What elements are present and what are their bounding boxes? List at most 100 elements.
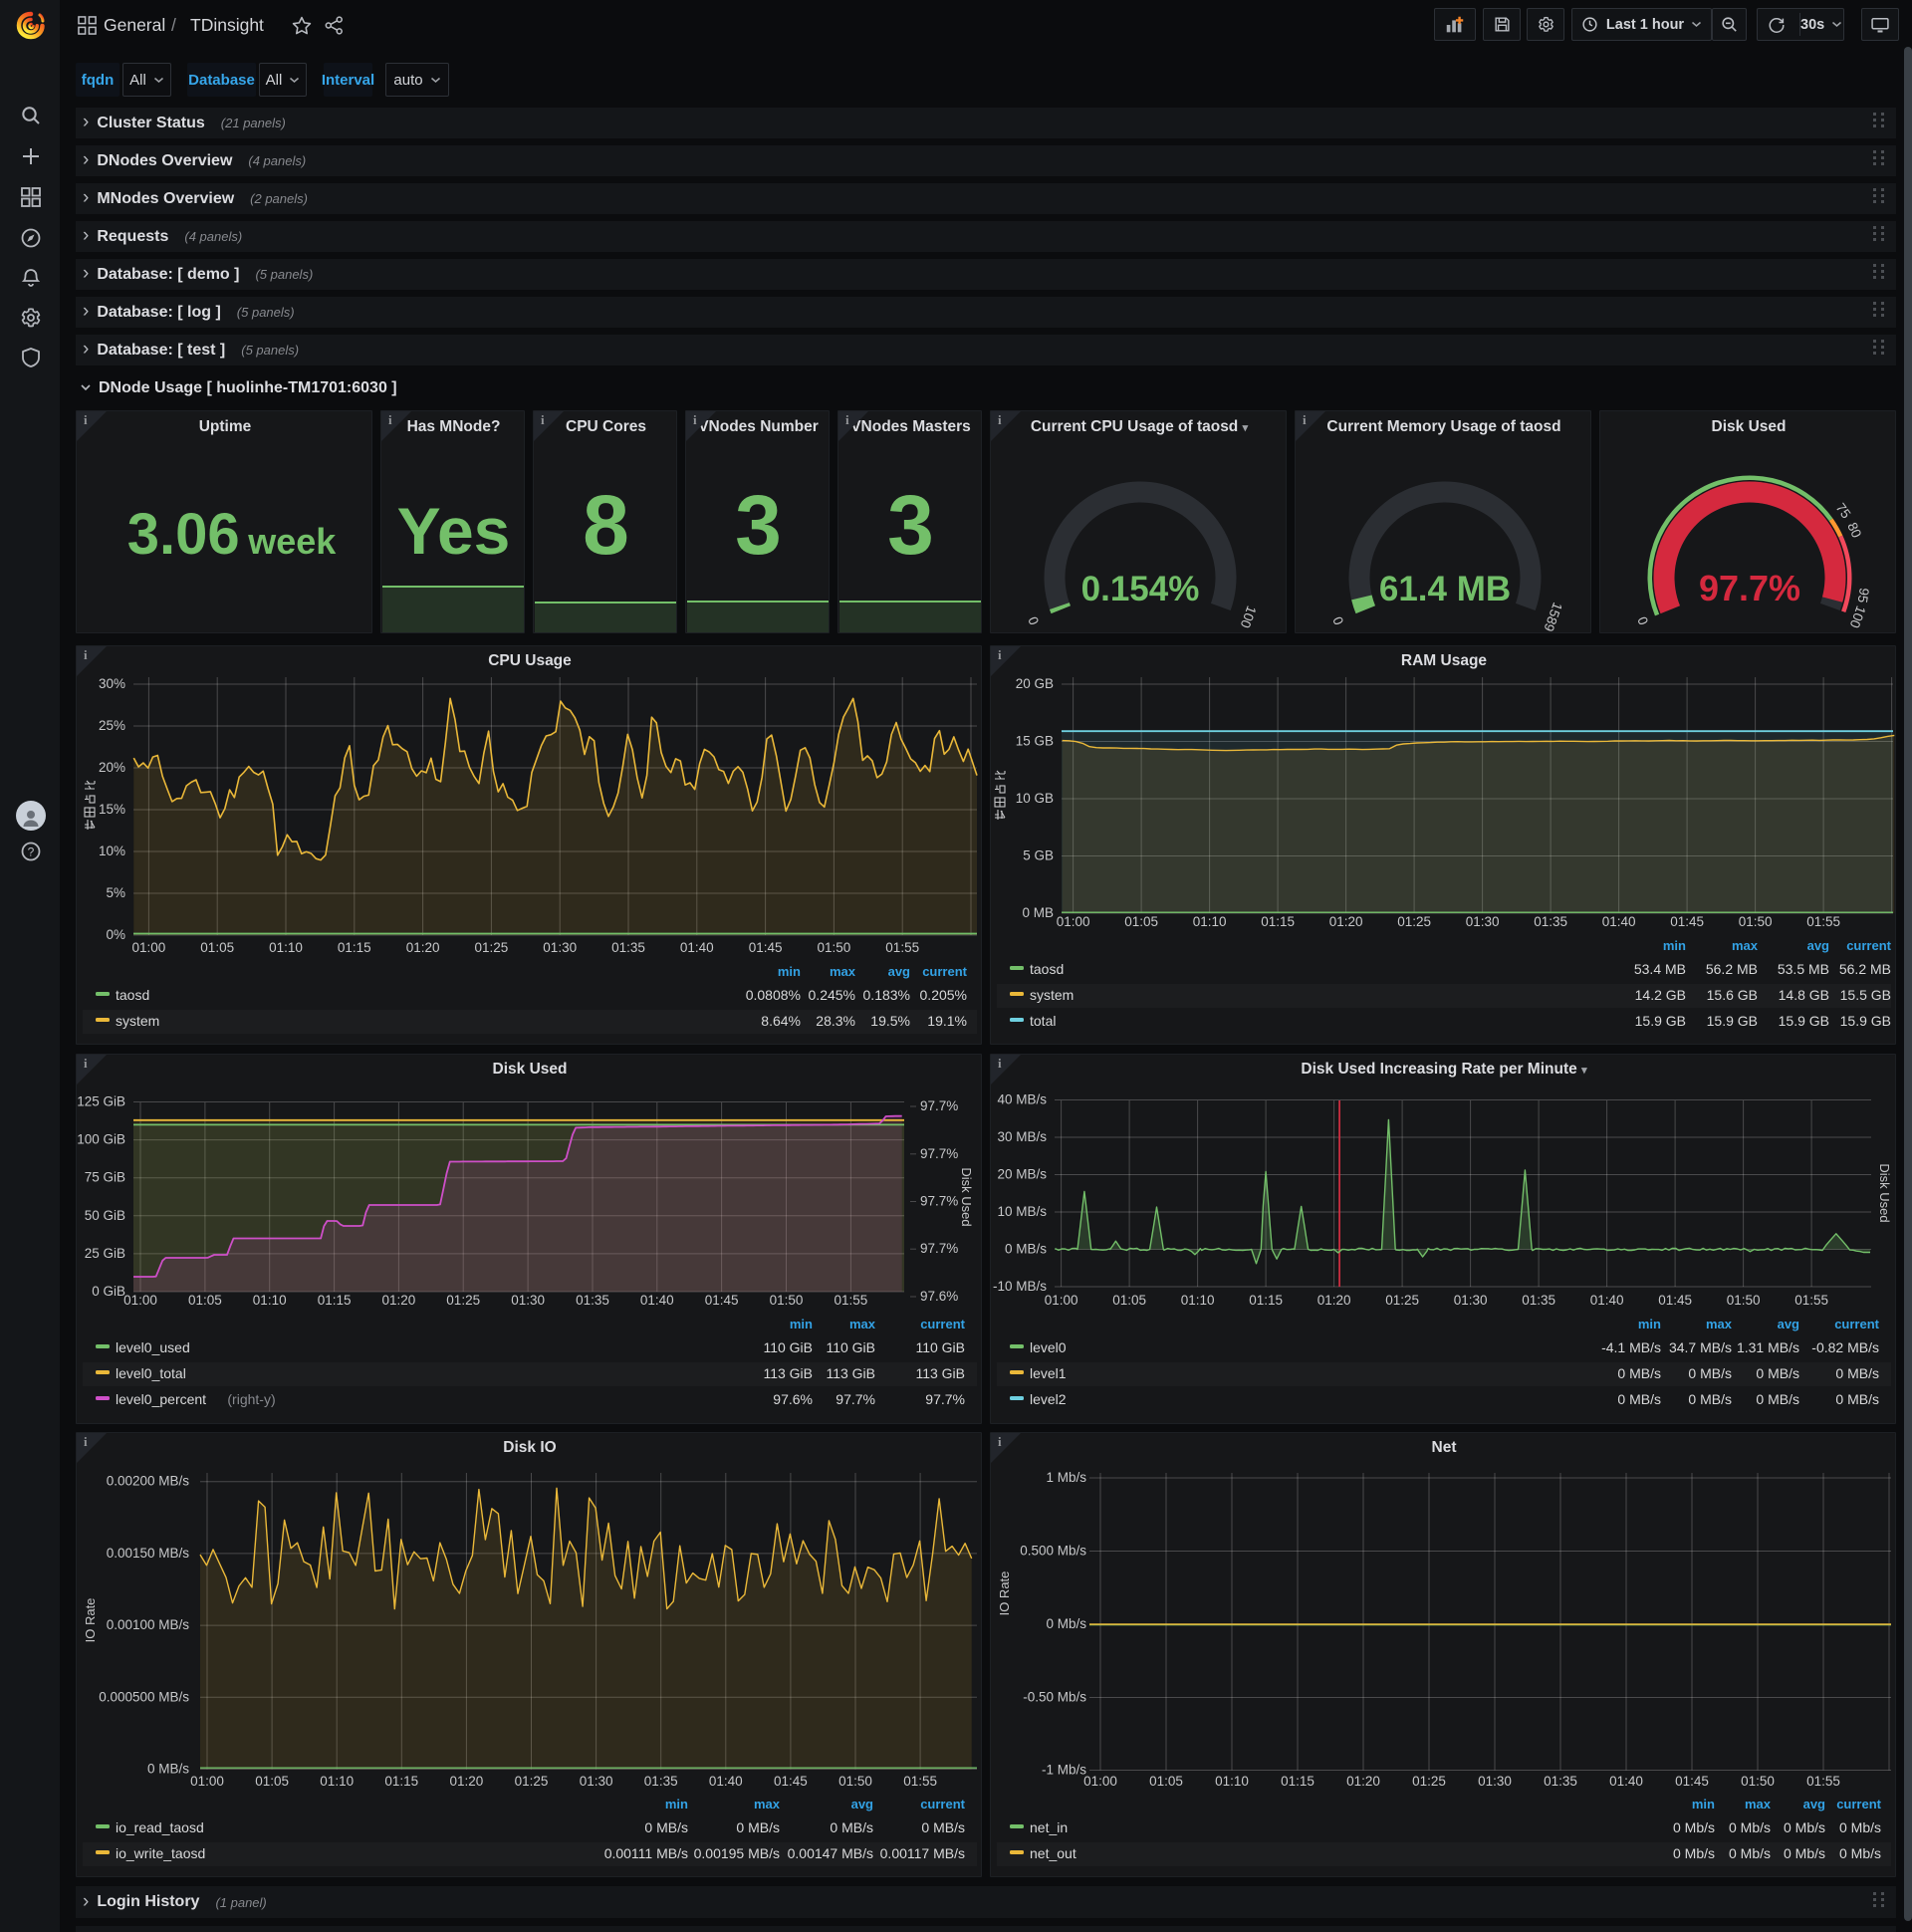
svg-text:0.00200 MB/s: 0.00200 MB/s [107, 1474, 190, 1489]
svg-text:50 GiB: 50 GiB [85, 1208, 125, 1223]
svg-text:io_read_taosd: io_read_taosd [116, 1819, 204, 1835]
svg-text:VNodes Masters: VNodes Masters [850, 418, 971, 435]
svg-text:97.7%: 97.7% [920, 1146, 958, 1161]
svg-text:-10 MB/s: -10 MB/s [993, 1279, 1047, 1294]
svg-text:19.5%: 19.5% [870, 1013, 910, 1029]
svg-text:01:20: 01:20 [1329, 914, 1363, 929]
svg-text:taosd: taosd [116, 987, 149, 1003]
svg-text:53.5 MB: 53.5 MB [1778, 961, 1829, 977]
svg-text:97.6%: 97.6% [773, 1391, 813, 1407]
svg-text:15.6 GB: 15.6 GB [1707, 987, 1758, 1003]
svg-text:0.00111 MB/s: 0.00111 MB/s [604, 1845, 688, 1861]
svg-text:01:45: 01:45 [1658, 1293, 1692, 1308]
svg-text:CPU Usage: CPU Usage [488, 652, 572, 669]
svg-text:3: 3 [735, 478, 782, 572]
svg-text:VNodes Number: VNodes Number [698, 418, 819, 435]
svg-text:01:50: 01:50 [1741, 1774, 1775, 1789]
svg-text:01:10: 01:10 [1215, 1774, 1249, 1789]
svg-text:0 MB/s: 0 MB/s [1617, 1391, 1661, 1407]
svg-text:min: min [1638, 1317, 1661, 1331]
svg-text:01:45: 01:45 [749, 940, 783, 955]
svg-text:01:35: 01:35 [1544, 1774, 1577, 1789]
svg-text:0 MB/s: 0 MB/s [1617, 1365, 1661, 1381]
svg-text:system: system [116, 1013, 159, 1029]
svg-text:100: 100 [1238, 604, 1260, 629]
svg-text:01:15: 01:15 [1281, 1774, 1314, 1789]
svg-text:3.06: 3.06 [127, 502, 240, 567]
svg-text:level0: level0 [1030, 1339, 1067, 1355]
svg-text:min: min [778, 964, 801, 979]
svg-text:avg: avg [1807, 938, 1829, 953]
svg-text:01:25: 01:25 [475, 940, 509, 955]
svg-text:15.9 GB: 15.9 GB [1707, 1013, 1758, 1029]
svg-text:01:25: 01:25 [1385, 1293, 1419, 1308]
svg-text:net_in: net_in [1030, 1819, 1068, 1835]
svg-text:0 MB/s: 0 MB/s [921, 1819, 965, 1835]
svg-text:01:40: 01:40 [1609, 1774, 1643, 1789]
svg-text:01:10: 01:10 [253, 1293, 287, 1308]
svg-text:-0.82 MB/s: -0.82 MB/s [1811, 1339, 1879, 1355]
svg-text:level0_total: level0_total [116, 1365, 186, 1381]
svg-text:01:00: 01:00 [123, 1293, 157, 1308]
svg-text:01:20: 01:20 [1317, 1293, 1351, 1308]
svg-text:0: 0 [1330, 614, 1347, 627]
svg-text:min: min [1692, 1797, 1715, 1811]
svg-text:01:05: 01:05 [188, 1293, 222, 1308]
svg-text:-4.1 MB/s: -4.1 MB/s [1601, 1339, 1661, 1355]
svg-text:10%: 10% [99, 844, 125, 858]
svg-text:75 GiB: 75 GiB [85, 1170, 125, 1185]
svg-text:current: current [920, 1797, 965, 1811]
svg-text:max: max [849, 1317, 876, 1331]
svg-text:01:20: 01:20 [450, 1774, 484, 1789]
svg-text:0 Mb/s: 0 Mb/s [1673, 1819, 1715, 1835]
svg-text:01:15: 01:15 [318, 1293, 352, 1308]
svg-text:15.9 GB: 15.9 GB [1779, 1013, 1829, 1029]
svg-text:15.5 GB: 15.5 GB [1840, 987, 1891, 1003]
svg-text:0 MB/s: 0 MB/s [1005, 1242, 1047, 1257]
svg-text:28.3%: 28.3% [816, 1013, 855, 1029]
svg-text:01:55: 01:55 [835, 1293, 868, 1308]
svg-text:Current Memory Usage of taosd: Current Memory Usage of taosd [1326, 418, 1560, 435]
svg-text:01:50: 01:50 [838, 1774, 872, 1789]
svg-text:01:30: 01:30 [543, 940, 577, 955]
svg-text:97.7%: 97.7% [836, 1391, 875, 1407]
svg-text:week: week [247, 521, 337, 562]
svg-text:Yes: Yes [397, 494, 511, 568]
svg-text:CPU Cores: CPU Cores [566, 418, 646, 435]
svg-text:95: 95 [1855, 587, 1872, 604]
svg-text:avg: avg [1803, 1797, 1825, 1811]
svg-text:01:30: 01:30 [511, 1293, 545, 1308]
svg-text:Has MNode?: Has MNode? [407, 418, 501, 435]
svg-text:01:10: 01:10 [320, 1774, 354, 1789]
svg-text:5 GB: 5 GB [1023, 848, 1054, 863]
svg-text:0.00100 MB/s: 0.00100 MB/s [107, 1617, 190, 1632]
svg-text:01:10: 01:10 [269, 940, 303, 955]
svg-text:3: 3 [887, 478, 934, 572]
svg-text:01:00: 01:00 [1045, 1293, 1078, 1308]
svg-text:0 MB/s: 0 MB/s [1688, 1391, 1732, 1407]
svg-text:0 MB/s: 0 MB/s [830, 1819, 873, 1835]
svg-text:97.7%: 97.7% [1699, 568, 1800, 608]
svg-text:01:40: 01:40 [680, 940, 714, 955]
svg-text:01:05: 01:05 [255, 1774, 289, 1789]
svg-text:10 GB: 10 GB [1016, 791, 1054, 806]
svg-text:1 Mb/s: 1 Mb/s [1046, 1470, 1086, 1485]
svg-text:56.2 MB: 56.2 MB [1706, 961, 1758, 977]
svg-text:01:45: 01:45 [705, 1293, 739, 1308]
svg-text:97.7%: 97.7% [925, 1391, 965, 1407]
svg-text:taosd: taosd [1030, 961, 1064, 977]
svg-text:0.000500 MB/s: 0.000500 MB/s [99, 1689, 189, 1704]
svg-text:30%: 30% [99, 676, 125, 691]
svg-text:0.500 Mb/s: 0.500 Mb/s [1020, 1544, 1086, 1559]
svg-text:0 MB/s: 0 MB/s [1835, 1391, 1879, 1407]
svg-text:01:20: 01:20 [406, 940, 440, 955]
svg-text:0.154%: 0.154% [1081, 570, 1200, 608]
svg-text:0.205%: 0.205% [920, 987, 967, 1003]
svg-text:01:00: 01:00 [1057, 914, 1090, 929]
svg-text:current: current [920, 1317, 965, 1331]
svg-text:0.00150 MB/s: 0.00150 MB/s [107, 1546, 190, 1561]
svg-text:0 MB: 0 MB [1022, 905, 1054, 920]
svg-text:100 GiB: 100 GiB [77, 1132, 125, 1147]
svg-text:01:35: 01:35 [1522, 1293, 1555, 1308]
svg-text:0: 0 [1026, 614, 1043, 627]
